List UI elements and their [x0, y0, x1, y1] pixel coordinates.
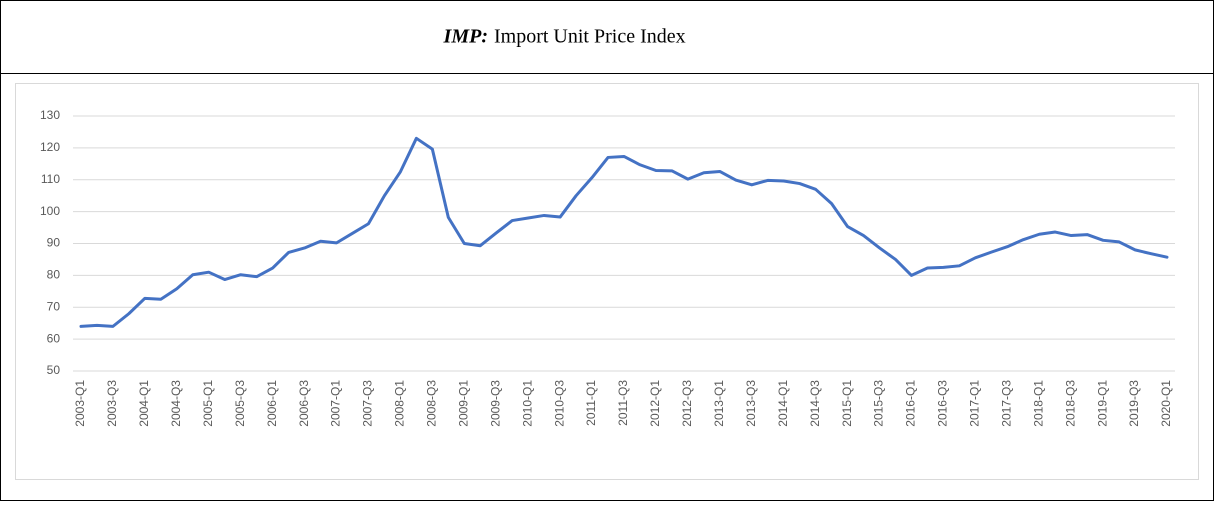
y-tick-label: 120: [40, 140, 60, 154]
x-tick-label: 2018-Q3: [1063, 380, 1077, 427]
x-tick-label: 2003-Q3: [105, 380, 119, 427]
x-tick-label: 2004-Q1: [137, 380, 151, 427]
chart-title: Import Unit Price Index: [494, 26, 686, 48]
x-tick-label: 2017-Q3: [999, 380, 1013, 427]
x-tick-label: 2003-Q1: [73, 380, 87, 427]
x-tick-label: 2005-Q3: [233, 380, 247, 427]
x-tick-label: 2013-Q3: [744, 380, 758, 427]
y-tick-label: 100: [40, 204, 60, 218]
x-tick-label: 2020-Q1: [1159, 380, 1173, 427]
x-tick-label: 2011-Q1: [584, 380, 598, 426]
x-tick-label: 2012-Q1: [648, 380, 662, 427]
x-tick-label: 2007-Q1: [329, 380, 343, 427]
y-tick-label: 50: [47, 363, 61, 377]
x-tick-label: 2016-Q3: [936, 380, 950, 427]
x-tick-label: 2010-Q3: [552, 380, 566, 427]
x-tick-label: 2014-Q3: [808, 380, 822, 427]
x-tick-label: 2017-Q1: [968, 380, 982, 427]
x-tick-label: 2011-Q3: [616, 380, 630, 426]
x-tick-label: 2019-Q3: [1127, 380, 1141, 427]
x-tick-label: 2015-Q3: [872, 380, 886, 427]
x-tick-label: 2008-Q3: [425, 380, 439, 427]
x-tick-label: 2013-Q1: [712, 380, 726, 427]
x-tick-label: 2004-Q3: [169, 380, 183, 427]
x-tick-label: 2006-Q1: [265, 380, 279, 427]
x-tick-label: 2009-Q1: [456, 380, 470, 427]
chart-title-abbr: IMP:: [443, 26, 488, 48]
y-tick-label: 110: [41, 172, 60, 186]
chart-area: [15, 83, 1199, 480]
y-tick-label: 80: [47, 268, 61, 282]
line: [79, 136, 1169, 328]
x-tick-label: 2009-Q3: [488, 380, 502, 427]
x-tick-label: 2012-Q3: [680, 380, 694, 427]
x-tick-label: 2014-Q1: [776, 380, 790, 427]
y-tick-label: 70: [47, 299, 61, 313]
x-tick-label: 2018-Q1: [1031, 380, 1045, 427]
x-tick-label: 2006-Q3: [297, 380, 311, 427]
y-tick-label: 130: [40, 108, 60, 122]
x-tick-label: 2010-Q1: [520, 380, 534, 427]
x-tick-label: 2008-Q1: [393, 380, 407, 427]
x-tick-label: 2005-Q1: [201, 380, 215, 427]
x-tick-label: 2015-Q1: [840, 380, 854, 427]
y-tick-label: 90: [47, 236, 61, 250]
y-tick-label: 60: [47, 331, 61, 345]
x-tick-label: 2007-Q3: [361, 380, 375, 427]
x-tick-label: 2016-Q1: [904, 380, 918, 427]
x-tick-label: 2019-Q1: [1095, 380, 1109, 427]
